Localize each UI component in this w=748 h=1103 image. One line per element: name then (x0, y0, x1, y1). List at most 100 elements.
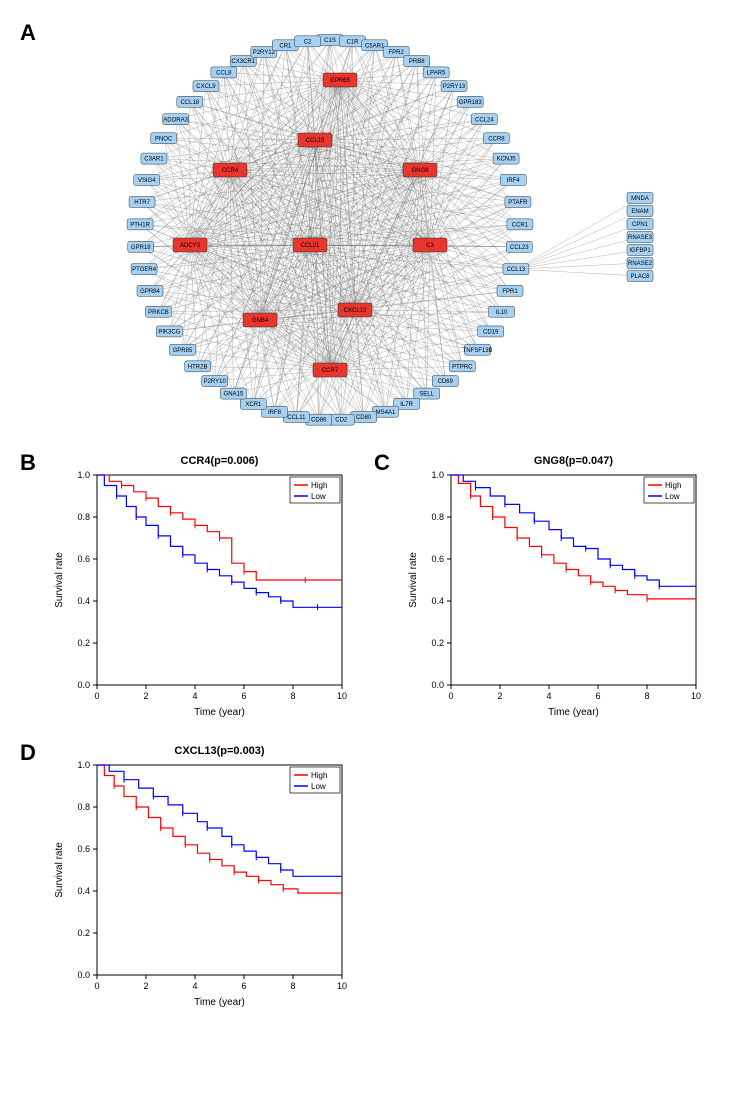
x-tick-label: 10 (691, 691, 701, 701)
y-tick-label: 0.0 (77, 680, 90, 690)
network-node: PIK3CG (156, 326, 182, 337)
y-tick-label: 0.8 (77, 512, 90, 522)
x-tick-label: 0 (94, 981, 99, 991)
x-tick-label: 2 (143, 981, 148, 991)
network-node: P2RY13 (441, 81, 467, 92)
y-tick-label: 1.0 (77, 470, 90, 480)
network-edge (516, 198, 640, 269)
y-tick-label: 0.4 (77, 596, 90, 606)
network-node: CCR4 (213, 163, 247, 177)
network-edge (516, 211, 640, 269)
svg-text:C5AR1: C5AR1 (365, 43, 385, 49)
network-edge (417, 61, 430, 245)
x-tick-label: 0 (448, 691, 453, 701)
svg-text:CCL24: CCL24 (475, 117, 494, 123)
network-node: IL10 (489, 306, 515, 317)
network-edge (164, 138, 315, 140)
y-tick-label: 0.2 (431, 638, 444, 648)
network-node: GPR183 (457, 96, 483, 107)
svg-text:CCL18: CCL18 (180, 100, 199, 106)
x-tick-label: 0 (94, 691, 99, 701)
network-node: LPAR5 (423, 67, 449, 78)
network-edge (420, 170, 427, 394)
network-node: C2 (295, 36, 321, 47)
network-node: CPN1 (627, 219, 653, 230)
network-edge (420, 119, 484, 170)
network-node: C3AR1 (141, 153, 167, 164)
network-edge (417, 61, 420, 170)
svg-text:CCL21: CCL21 (301, 243, 320, 249)
network-edge (420, 86, 454, 170)
svg-text:P2RY10: P2RY10 (204, 379, 227, 385)
network-node: MNDA (627, 193, 653, 204)
svg-text:CCR8: CCR8 (488, 136, 505, 142)
network-edge (190, 245, 330, 370)
network-node: PRB8 (404, 55, 430, 66)
svg-text:PIK3CG: PIK3CG (158, 330, 180, 336)
x-tick-label: 10 (337, 691, 347, 701)
network-edge (330, 159, 506, 370)
svg-text:PRB8: PRB8 (409, 59, 425, 65)
network-node: CD86 (306, 414, 332, 425)
svg-text:CD80: CD80 (356, 415, 372, 421)
svg-text:GPR18: GPR18 (131, 245, 151, 251)
svg-text:PTGER4: PTGER4 (132, 267, 157, 273)
y-tick-label: 1.0 (431, 470, 444, 480)
network-node: P2RY10 (202, 376, 228, 387)
panel-B: B 02468100.00.20.40.60.81.0CCR4(p=0.006)… (20, 450, 374, 730)
network-node: CXCL9 (193, 81, 219, 92)
svg-text:CCL19: CCL19 (306, 138, 325, 144)
network-node: C3 (413, 238, 447, 252)
y-tick-label: 0.6 (77, 844, 90, 854)
legend-label-low: Low (311, 782, 326, 791)
svg-text:VSIG4: VSIG4 (138, 178, 156, 184)
network-edge (315, 52, 396, 140)
network-node: KCNJ5 (493, 153, 519, 164)
network-edge (407, 245, 430, 404)
network-edge (516, 269, 640, 276)
y-tick-label: 0.8 (431, 512, 444, 522)
svg-text:CXCL9: CXCL9 (196, 84, 216, 90)
svg-text:ADORA3: ADORA3 (163, 117, 188, 123)
network-node: GPR65 (323, 73, 357, 87)
x-tick-label: 4 (192, 691, 197, 701)
svg-text:ADCY3: ADCY3 (180, 243, 201, 249)
x-tick-label: 6 (595, 691, 600, 701)
y-tick-label: 0.2 (77, 928, 90, 938)
km-title: GNG8(p=0.047) (534, 455, 614, 467)
network-node: PRKCB (145, 306, 171, 317)
svg-text:CD86: CD86 (311, 418, 327, 424)
network-node: GPR18 (128, 241, 154, 252)
svg-text:CCL11: CCL11 (287, 415, 306, 421)
svg-text:C1S: C1S (324, 38, 336, 44)
network-node: CXCL13 (338, 303, 372, 317)
survival-curve-high (97, 765, 342, 893)
svg-text:IGFBP1: IGFBP1 (629, 248, 651, 254)
network-node: IGFBP1 (627, 245, 653, 256)
network-edge (330, 370, 341, 420)
x-tick-label: 4 (192, 981, 197, 991)
network-node: CCL24 (471, 114, 497, 125)
network-node: RNASE2 (627, 258, 653, 269)
network-diagram: C1SC1RC5AR1FPR2PRB8LPAR5P2RY13GPR183CCL2… (20, 20, 728, 440)
svg-text:IL7R: IL7R (400, 402, 413, 408)
panel-D: D 02468100.00.20.40.60.81.0CXCL13(p=0.00… (20, 740, 374, 1020)
network-edge (430, 159, 506, 245)
panel-C: C 02468100.00.20.40.60.81.0GNG8(p=0.047)… (374, 450, 728, 730)
y-tick-label: 0.6 (431, 554, 444, 564)
svg-text:GPR65: GPR65 (330, 78, 350, 84)
network-node: PTPRC (449, 361, 475, 372)
network-node: GNG8 (403, 163, 437, 177)
svg-text:C3: C3 (426, 243, 434, 249)
network-node: HTR7 (129, 196, 155, 207)
svg-text:FPR2: FPR2 (388, 50, 404, 56)
network-edge (141, 247, 355, 310)
y-tick-label: 0.4 (77, 886, 90, 896)
y-axis-label: Survival rate (54, 842, 65, 898)
svg-text:GPR183: GPR183 (459, 100, 483, 106)
network-edge (340, 80, 462, 366)
km-plot-B: 02468100.00.20.40.60.81.0CCR4(p=0.006)Ti… (20, 450, 374, 730)
network-node: TNFSF13B (463, 344, 493, 355)
x-tick-label: 6 (241, 691, 246, 701)
svg-text:XCR1: XCR1 (245, 402, 262, 408)
